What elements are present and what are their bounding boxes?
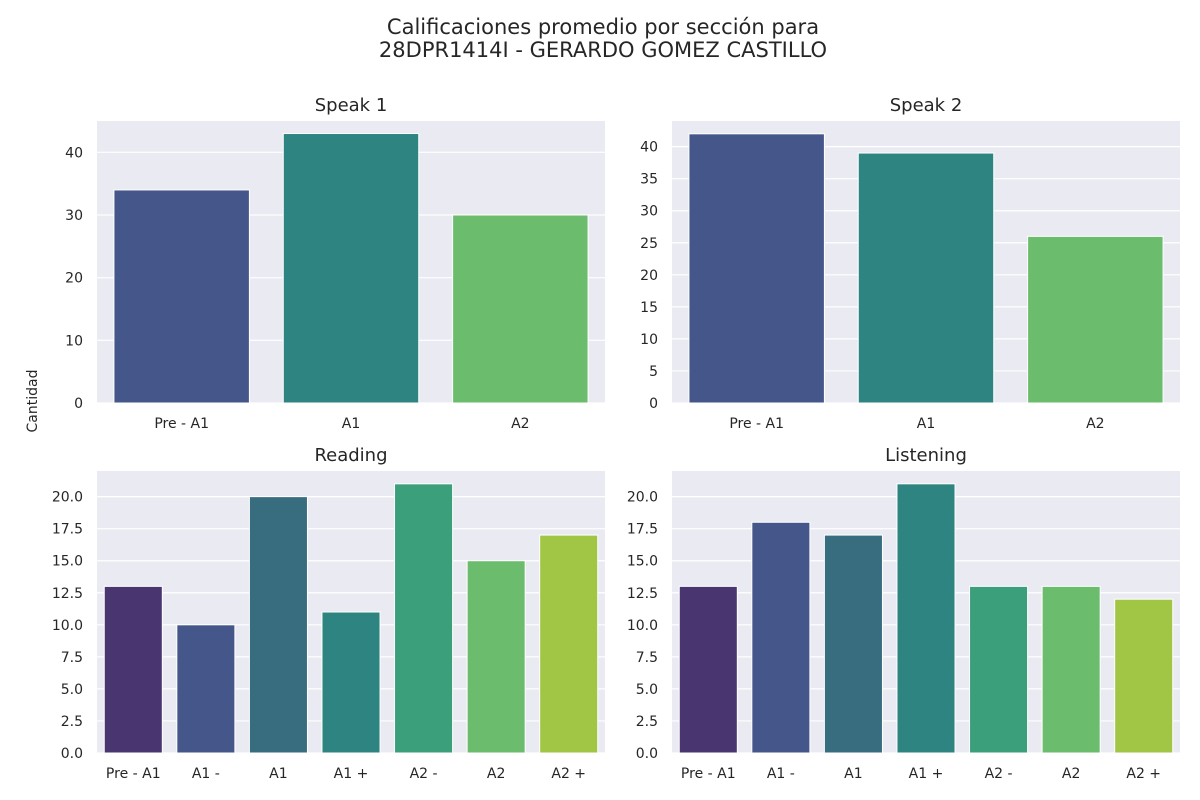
reading-x-tick-label: A1 + (334, 766, 369, 782)
speak-1-bar-a1 (282, 133, 420, 404)
listening-x-tick-label: A2 (1062, 766, 1080, 782)
speak-1-y-tick-label: 30 (65, 208, 83, 224)
reading-bar-a2-plus (539, 534, 599, 754)
reading-x-tick-label: Pre - A1 (106, 766, 161, 782)
listening-bar-pre-a1 (678, 585, 738, 754)
reading-bar-a1 (248, 496, 308, 754)
speak-2-y-tick-label: 0 (649, 396, 658, 412)
speak-2-y-tick-label: 10 (640, 332, 658, 348)
speak-1-bar-pre-a1 (113, 189, 250, 404)
reading-y-tick-label: 10.0 (52, 618, 83, 634)
listening-bar-a2 (1041, 585, 1101, 754)
reading-y-tick-label: 20.0 (52, 490, 83, 506)
listening-y-tick-label: 20.0 (627, 490, 658, 506)
listening-bar-a1-plus (896, 483, 956, 754)
listening-y-tick-label: 2.5 (636, 714, 658, 730)
speak-1-y-tick-label: 0 (74, 396, 83, 412)
speak-1-y-tick-label: 20 (65, 271, 83, 287)
reading-y-tick-label: 17.5 (52, 522, 83, 538)
speak-1-x-tick-label: A2 (511, 416, 529, 432)
listening-bar-a2 (969, 585, 1029, 754)
speak-2-y-tick-label: 5 (649, 364, 658, 380)
subplot-listening: 0.0 2.5 5.0 7.5 10.0 12.5 15.0 17.5 20.0 Pre - A1… (627, 445, 1180, 782)
speak-2-y-tick-label: 15 (640, 300, 658, 316)
listening-y-tick-label: 7.5 (636, 650, 658, 666)
figure-title-line-2: 28DPR1414I - GERARDO GOMEZ CASTILLO (379, 38, 827, 62)
speak-2-x-tick-label: A2 (1086, 416, 1104, 432)
speak-2-y-tick-label: 25 (640, 236, 658, 252)
subplot-reading: 0.0 2.5 5.0 7.5 10.0 12.5 15.0 17.5 20.0 Pre - A1… (52, 445, 605, 782)
subplot-speak-2: 0 5 10 15 20 25 30 35 40 Pre - A1 A1 A2 Speak 2 (640, 95, 1180, 432)
listening-y-tick-label: 5.0 (636, 682, 658, 698)
listening-y-tick-label: 0.0 (636, 746, 658, 762)
reading-title: Reading (314, 445, 387, 466)
reading-bar-a1 (176, 624, 236, 754)
reading-x-tick-label: A2 (487, 766, 505, 782)
speak-2-bar-pre-a1 (688, 133, 825, 404)
listening-x-tick-label: A2 + (1126, 766, 1161, 782)
listening-x-tick-label: A2 - (985, 766, 1013, 782)
reading-y-tick-label: 2.5 (61, 714, 83, 730)
speak-2-bar-a2 (1027, 235, 1164, 404)
reading-x-tick-label: A2 + (551, 766, 586, 782)
reading-y-tick-label: 7.5 (61, 650, 83, 666)
subplot-speak-1: 0 10 20 30 40 Pre - A1 A1 A2 Speak 1 (65, 95, 605, 432)
reading-y-tick-label: 5.0 (61, 682, 83, 698)
reading-x-tick-label: A1 - (192, 766, 220, 782)
reading-bar-a2 (394, 483, 454, 754)
listening-bar-a2-plus (1114, 598, 1174, 754)
speak-2-y-tick-label: 20 (640, 268, 658, 284)
speak-2-y-tick-label: 30 (640, 204, 658, 220)
reading-bar-a2 (466, 560, 526, 754)
speak-1-x-tick-label: Pre - A1 (154, 416, 209, 432)
listening-y-tick-label: 10.0 (627, 618, 658, 634)
figure-title-line-1: Calificaciones promedio por sección para (387, 15, 819, 39)
speak-2-x-tick-label: Pre - A1 (729, 416, 784, 432)
speak-1-bar-a2 (452, 214, 589, 404)
speak-1-title: Speak 1 (315, 95, 388, 116)
listening-x-tick-label: Pre - A1 (681, 766, 736, 782)
listening-y-tick-label: 17.5 (627, 522, 658, 538)
reading-y-tick-label: 15.0 (52, 554, 83, 570)
speak-2-title: Speak 2 (890, 95, 963, 116)
listening-x-tick-label: A1 (844, 766, 862, 782)
listening-y-tick-label: 12.5 (627, 586, 658, 602)
speak-2-bar-a1 (857, 152, 995, 404)
speak-1-x-tick-label: A1 (342, 416, 360, 432)
reading-x-tick-label: A2 - (410, 766, 438, 782)
reading-y-tick-label: 12.5 (52, 586, 83, 602)
listening-x-tick-label: A1 - (767, 766, 795, 782)
y-axis-label: Cantidad (25, 370, 41, 433)
listening-bar-a1 (823, 534, 883, 754)
speak-2-y-tick-label: 40 (640, 140, 658, 156)
speak-1-y-tick-label: 40 (65, 145, 83, 161)
speak-2-y-tick-label: 35 (640, 172, 658, 188)
reading-y-tick-label: 0.0 (61, 746, 83, 762)
listening-title: Listening (885, 445, 967, 466)
listening-y-tick-label: 15.0 (627, 554, 658, 570)
speak-1-y-tick-label: 10 (65, 333, 83, 349)
listening-x-tick-label: A1 + (909, 766, 944, 782)
speak-2-x-tick-label: A1 (917, 416, 935, 432)
reading-bar-a1-plus (321, 611, 381, 754)
listening-bar-a1 (751, 521, 811, 754)
reading-x-tick-label: A1 (269, 766, 287, 782)
reading-bar-pre-a1 (103, 585, 163, 754)
